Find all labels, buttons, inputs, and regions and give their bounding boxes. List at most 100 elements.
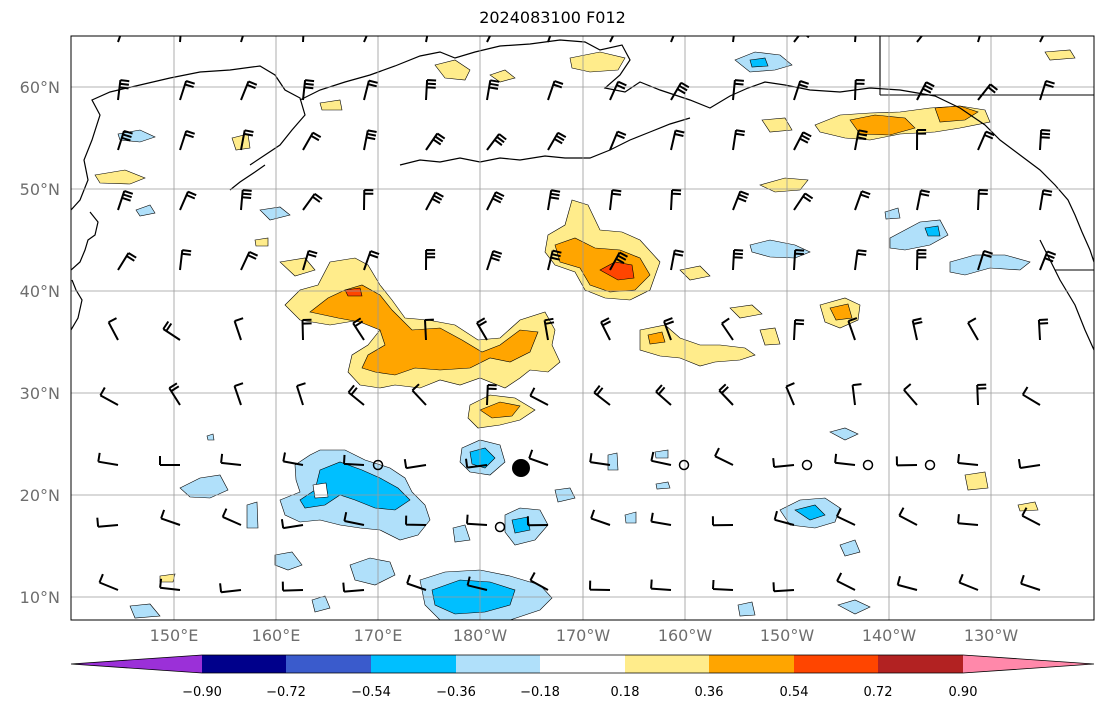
wind-barb-icon — [486, 36, 492, 43]
wind-barb-icon — [466, 514, 488, 526]
wind-barb-icon — [916, 189, 930, 211]
wind-barb-icon — [117, 129, 133, 151]
lat-label: 20°N — [20, 486, 60, 505]
wind-barb-icon — [425, 79, 437, 101]
wind-barb-icon — [233, 382, 244, 406]
wind-barb-icon — [854, 129, 868, 151]
positive-region — [94, 49, 1076, 583]
wind-barb-icon — [302, 192, 323, 211]
shaded-fields — [94, 49, 1076, 620]
wind-barb-icon — [898, 507, 918, 526]
wind-barb-icon — [547, 80, 564, 101]
wind-barb-icon — [589, 580, 611, 591]
wind-barb-icon — [793, 131, 812, 151]
wind-barb-icon — [221, 508, 242, 526]
wind-barb-icon — [486, 133, 507, 151]
colorbar-label: −0.18 — [520, 685, 560, 700]
wind-barb-icon — [547, 249, 562, 271]
lon-label: 140°W — [862, 626, 917, 645]
wind-barb-icon — [977, 189, 988, 211]
lon-label: 160°W — [658, 626, 713, 645]
wind-barb-icon — [916, 81, 935, 101]
wind-barb-icon — [96, 517, 119, 528]
wind-barb-icon — [411, 383, 427, 406]
station-circle-icon — [862, 459, 874, 471]
wind-barb-icon — [1039, 79, 1055, 101]
wind-barb-icon — [609, 189, 622, 211]
wind-barb-icon — [793, 249, 805, 271]
wind-barb-icon — [967, 317, 979, 341]
station-circle-icon — [801, 459, 813, 471]
wind-barb-icon — [97, 452, 119, 466]
wind-barb-icon — [403, 459, 427, 470]
wind-barb-icon — [772, 457, 795, 468]
wind-barb-icon — [854, 249, 867, 271]
wind-barb-icon — [670, 36, 675, 43]
wind-barb-icon — [895, 456, 918, 467]
wind-barb-icon — [179, 130, 196, 151]
wind-barb-icon — [425, 36, 429, 43]
wind-barb-icon — [302, 79, 315, 101]
colorbar-segment — [456, 655, 540, 673]
wind-barb-icon — [302, 131, 322, 151]
station-circle-icon — [372, 459, 384, 471]
wind-barb-icon — [162, 320, 181, 341]
wind-barb-icon — [466, 576, 488, 591]
lon-label: 170°E — [354, 626, 403, 645]
wind-barb-icon — [405, 515, 427, 526]
wind-barb-icon — [352, 317, 365, 341]
wind-barb-icon — [240, 129, 254, 151]
wind-barb-icon — [159, 456, 180, 466]
wind-barb-icon — [1017, 458, 1041, 469]
borders — [879, 36, 1094, 271]
wind-barb-icon — [911, 317, 923, 341]
wind-barb-icon — [916, 249, 927, 271]
wind-barb-icon — [958, 573, 979, 591]
wind-barb-icon — [609, 36, 615, 43]
wind-barb-icon — [590, 509, 611, 526]
wind-barb-icon — [712, 579, 734, 591]
wind-barb-icon — [363, 36, 368, 43]
wind-barb-icon — [342, 582, 365, 593]
colorbar-label: 0.36 — [695, 685, 724, 700]
wind-barb-icon — [343, 454, 365, 466]
wind-barb-icon — [363, 129, 377, 151]
wind-barb-icon — [793, 36, 810, 43]
colorbar-label: 0.72 — [864, 685, 893, 700]
wind-barb-icon — [425, 132, 446, 151]
wind-barb-icon — [650, 579, 672, 591]
wind-barb-icon — [526, 516, 549, 527]
wind-barb-icon — [732, 129, 746, 151]
colorbar-segment — [371, 655, 456, 673]
wind-barb-icon — [117, 79, 130, 101]
coastlines — [71, 39, 1094, 351]
wind-barb-icon — [732, 190, 750, 211]
wind-barb-icon — [168, 382, 181, 406]
station-circle-icon — [678, 459, 690, 471]
wind-barb-icon — [117, 252, 137, 271]
wind-barb-icon — [714, 447, 734, 466]
wind-barb-icon — [670, 81, 690, 101]
wind-barb-icon — [1020, 574, 1041, 591]
wind-barb-icon — [547, 131, 567, 151]
wind-barb-icon — [424, 318, 434, 341]
wind-barb-icon — [851, 383, 862, 406]
wind-barb-icon — [916, 36, 924, 43]
wind-barb-icon — [793, 319, 805, 341]
lon-label: 130°W — [964, 626, 1019, 645]
wind-barb-icon — [650, 451, 672, 466]
wind-barb-icon — [486, 384, 497, 406]
wind-barb-icon — [957, 514, 979, 526]
lat-label: 50°N — [20, 180, 60, 199]
colorbar-outline — [70, 654, 1095, 674]
wind-barb-icon — [593, 384, 611, 406]
wind-barb-icon — [529, 387, 549, 406]
colorbar-label: 0.90 — [949, 685, 978, 700]
wind-barb-icon — [1021, 386, 1041, 406]
latitude-labels: 60°N 50°N 40°N 30°N 20°N 10°N — [20, 78, 60, 607]
wind-barb-icon — [547, 36, 552, 43]
wind-barb-icon — [476, 317, 488, 341]
wind-barb-icon — [240, 250, 259, 271]
wind-barb-icon — [281, 581, 304, 592]
